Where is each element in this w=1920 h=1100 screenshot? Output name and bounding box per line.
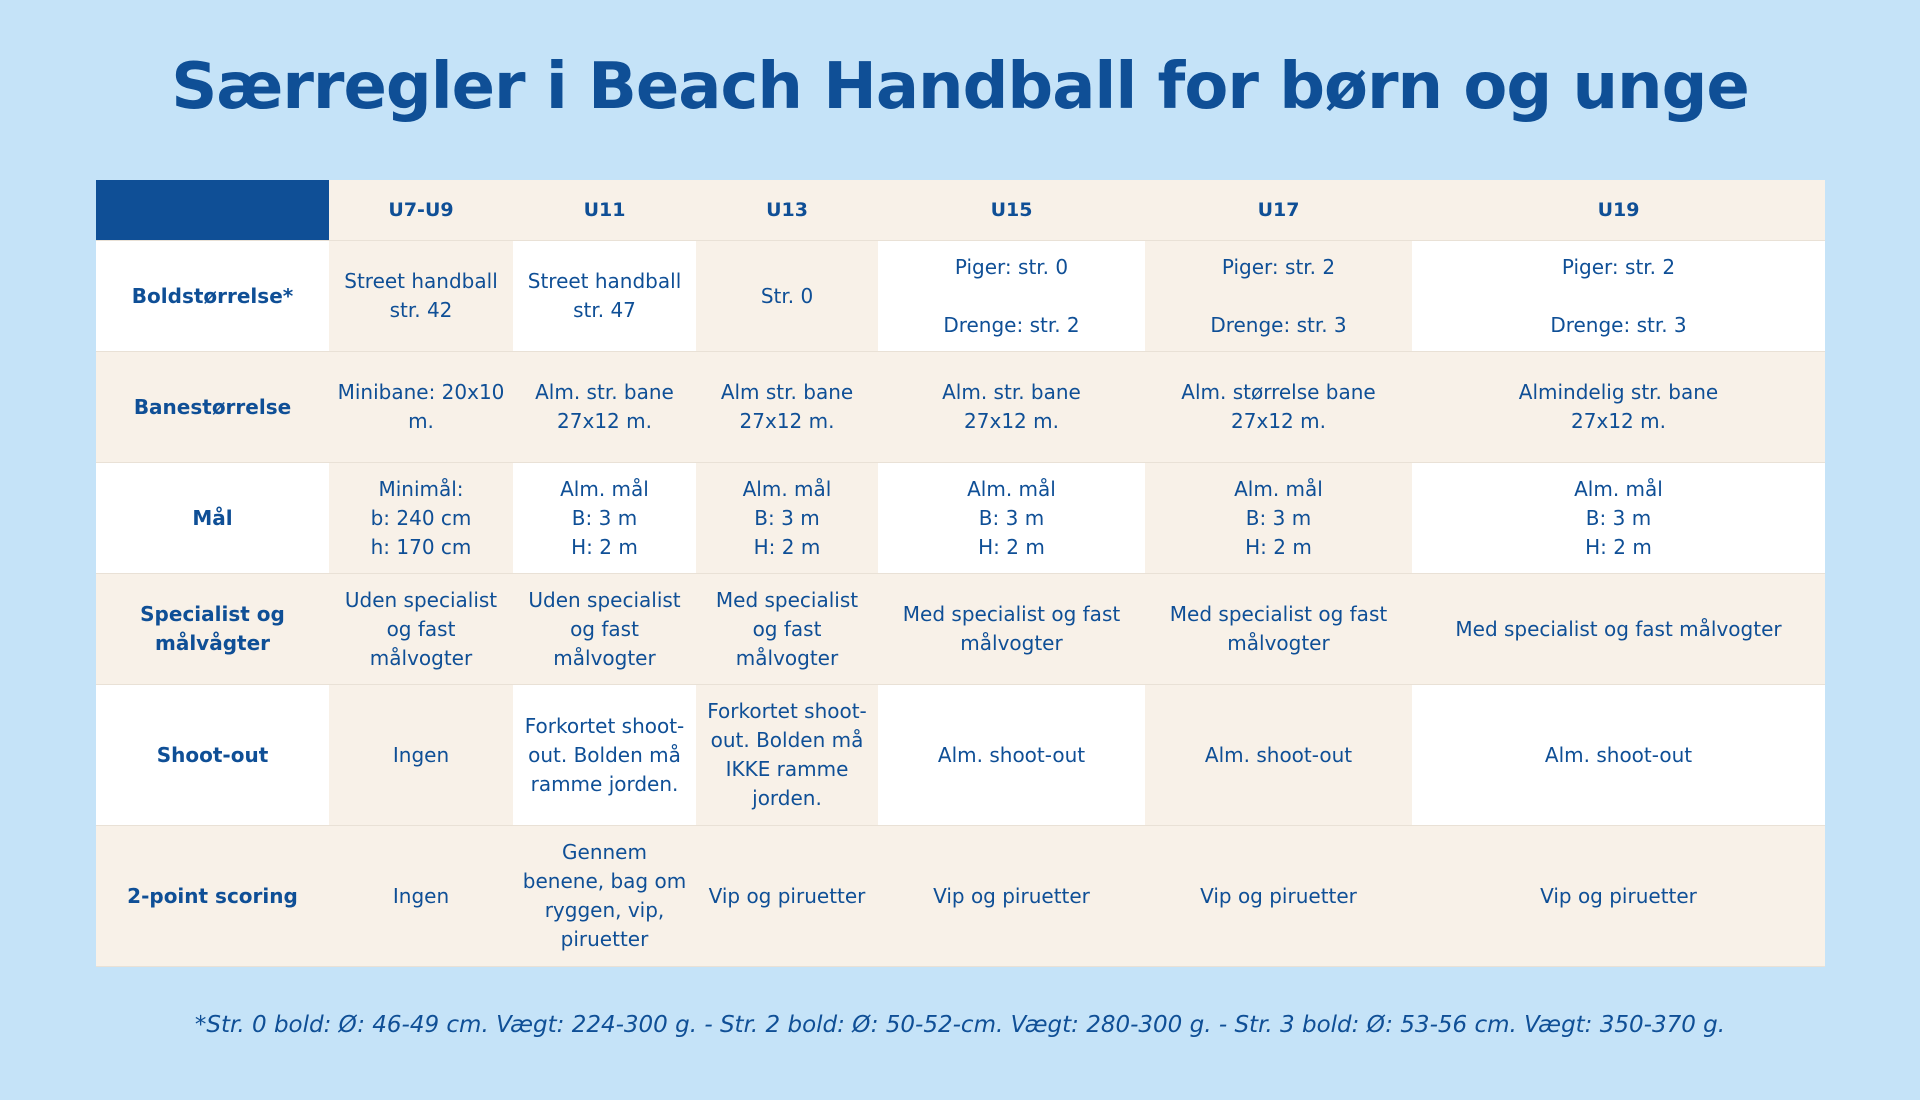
table-row: 2-point scoring Ingen Gennem benene, bag o… [96,825,1825,967]
rules-table: U7-U9 U11 U13 U15 U17 U19 Boldstørrelse* Stree… [96,180,1825,967]
table-cell: Alm. mål B: 3 m H: 2 m [878,462,1145,574]
table-row: Boldstørrelse* Street handball str. 42 Str… [96,240,1825,352]
table-cell: Alm. shoot-out [1145,684,1412,826]
table-cell: Alm. mål B: 3 m H: 2 m [1412,462,1825,574]
column-header: U11 [513,180,696,241]
row-label: 2-point scoring [96,825,329,967]
table-cell: Gennem benene, bag om ryggen, vip, pirue… [513,825,696,967]
table-cell: Ingen [329,825,513,967]
table-row: Shoot-out Ingen Forkortet shoot-out. Bolde… [96,684,1825,826]
row-label: Specialist og målvågter [96,573,329,685]
table-cell: Uden specialist og fast målvogter [329,573,513,685]
table-cell: Piger: str. 2 Drenge: str. 3 [1145,240,1412,352]
row-label: Shoot-out [96,684,329,826]
table-cell: Vip og piruetter [696,825,878,967]
row-label: Boldstørrelse* [96,240,329,352]
table-row: Mål Minimål: b: 240 cm h: 170 cm Alm. mål … [96,462,1825,574]
table-cell: Alm. str. bane 27x12 m. [878,351,1145,463]
table-cell: Med specialist og fast målvogter [1412,573,1825,685]
table-cell: Alm. mål B: 3 m H: 2 m [696,462,878,574]
table-cell: Forkortet shoot-out. Bolden må IKKE ramm… [696,684,878,826]
table-cell: Med specialist og fast målvogter [1145,573,1412,685]
table-cell: Alm. mål B: 3 m H: 2 m [1145,462,1412,574]
table-cell: Minibane: 20x10 m. [329,351,513,463]
table-row: Banestørrelse Minibane: 20x10 m. Alm. str.… [96,351,1825,463]
table-cell: Med specialist og fast målvogter [878,573,1145,685]
table-cell: Med specialist og fast målvogter [696,573,878,685]
row-label: Mål [96,462,329,574]
corner-cell [96,180,329,241]
column-header: U7-U9 [329,180,513,241]
column-header: U19 [1412,180,1825,241]
column-header: U15 [878,180,1145,241]
table-cell: Alm. mål B: 3 m H: 2 m [513,462,696,574]
table-cell: Alm. størrelse bane 27x12 m. [1145,351,1412,463]
table-cell: Piger: str. 2 Drenge: str. 3 [1412,240,1825,352]
row-label: Banestørrelse [96,351,329,463]
table-cell: Almindelig str. bane 27x12 m. [1412,351,1825,463]
table-cell: Str. 0 [696,240,878,352]
table-cell: Alm. shoot-out [1412,684,1825,826]
title: Særregler i Beach Handball for børn og u… [171,50,1750,124]
table-cell: Ingen [329,684,513,826]
table-cell: Vip og piruetter [878,825,1145,967]
table-cell: Alm. str. bane 27x12 m. [513,351,696,463]
table-cell: Alm str. bane 27x12 m. [696,351,878,463]
table-cell: Alm. shoot-out [878,684,1145,826]
column-header: U13 [696,180,878,241]
table-cell: Minimål: b: 240 cm h: 170 cm [329,462,513,574]
table-cell: Vip og piruetter [1412,825,1825,967]
table-cell: Street handball str. 42 [329,240,513,352]
table-cell: Uden specialist og fast målvogter [513,573,696,685]
footnote: *Str. 0 bold: Ø: 46-49 cm. Vægt: 224-300… [194,1012,1726,1038]
header-row: U7-U9 U11 U13 U15 U17 U19 [96,180,1825,241]
table-cell: Forkortet shoot-out. Bolden må ramme jor… [513,684,696,826]
table-cell: Street handball str. 47 [513,240,696,352]
table-row: Specialist og målvågter Uden specialist o… [96,573,1825,685]
table-cell: Vip og piruetter [1145,825,1412,967]
table-cell: Piger: str. 0 Drenge: str. 2 [878,240,1145,352]
column-header: U17 [1145,180,1412,241]
